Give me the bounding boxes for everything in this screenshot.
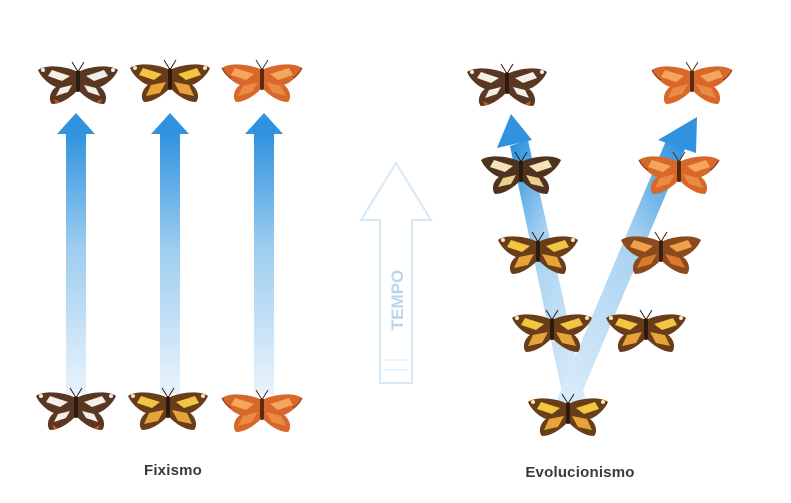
butterfly-icon [605, 309, 687, 353]
fixism-lineage-arrow-3 [245, 113, 283, 394]
butterfly-icon [37, 61, 119, 105]
evolutionism-label: Evolucionismo [525, 464, 635, 481]
fixism-lineage-arrow-2 [151, 113, 189, 394]
butterfly-icon [651, 61, 733, 105]
fixism-label: Fixismo [143, 462, 203, 479]
time-label: TEMPO [388, 270, 407, 330]
butterfly-icon [127, 387, 209, 431]
butterfly-icon [221, 389, 303, 433]
time-arrow: TEMPO [359, 161, 433, 384]
fixism-lineage-arrow-1 [57, 113, 95, 394]
evolutionism-panel [466, 61, 733, 437]
fixism-panel [35, 59, 303, 433]
butterfly-icon [620, 231, 702, 275]
butterfly-icon [221, 59, 303, 103]
butterfly-icon [35, 387, 117, 431]
evolution-branch-right [556, 117, 697, 402]
butterfly-icon [129, 59, 211, 103]
butterfly-icon [466, 63, 548, 107]
